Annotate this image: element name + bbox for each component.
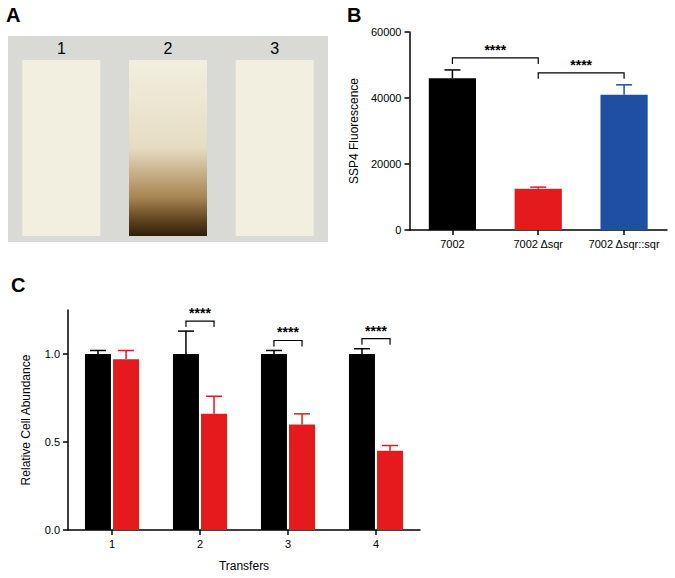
- svg-text:SSP4 Fluorescence: SSP4 Fluorescence: [347, 78, 361, 184]
- svg-text:3: 3: [270, 40, 279, 57]
- svg-text:1.0: 1.0: [45, 348, 60, 360]
- svg-text:60000: 60000: [371, 26, 402, 38]
- svg-text:1: 1: [109, 538, 115, 550]
- svg-text:****: ****: [484, 42, 506, 58]
- svg-text:Relative Cell Abundance: Relative Cell Abundance: [19, 354, 33, 485]
- svg-text:0.0: 0.0: [45, 524, 60, 536]
- svg-text:****: ****: [365, 323, 387, 339]
- svg-text:****: ****: [277, 324, 299, 340]
- svg-text:C: C: [11, 274, 25, 296]
- svg-text:4: 4: [373, 538, 379, 550]
- svg-text:7002 Δsqr: 7002 Δsqr: [513, 238, 563, 250]
- svg-text:1: 1: [57, 40, 66, 57]
- svg-text:Transfers: Transfers: [219, 559, 269, 573]
- svg-text:7002 Δsqr::sqr: 7002 Δsqr::sqr: [589, 238, 660, 250]
- svg-text:2: 2: [164, 40, 173, 57]
- svg-text:A: A: [6, 4, 20, 26]
- svg-text:0.5: 0.5: [45, 436, 60, 448]
- svg-text:****: ****: [189, 305, 211, 321]
- svg-text:****: ****: [570, 57, 592, 73]
- svg-text:7002: 7002: [440, 238, 464, 250]
- svg-text:B: B: [347, 4, 361, 26]
- svg-text:2: 2: [197, 538, 203, 550]
- svg-text:0: 0: [395, 224, 401, 236]
- svg-text:3: 3: [285, 538, 291, 550]
- svg-text:40000: 40000: [371, 92, 402, 104]
- svg-text:20000: 20000: [371, 158, 402, 170]
